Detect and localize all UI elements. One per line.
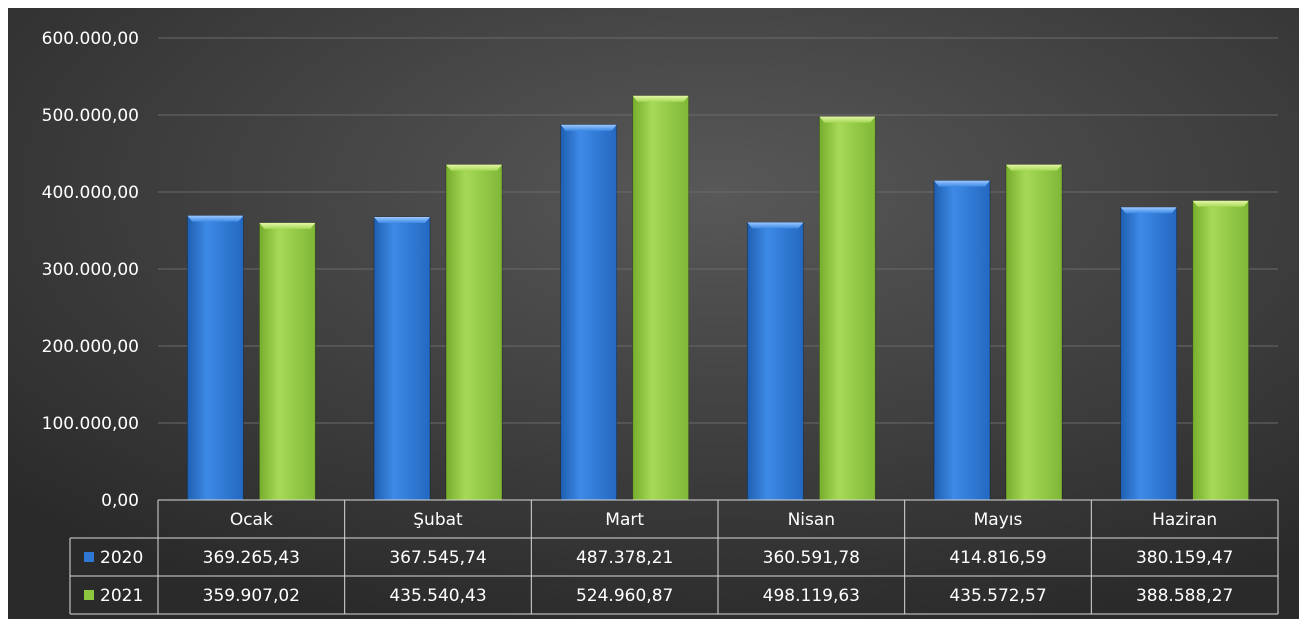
data-table-value: 498.119,63	[763, 586, 860, 606]
y-tick-label: 300.000,00	[42, 260, 139, 280]
data-table-value: 388.588,27	[1136, 586, 1233, 606]
bar-2020-Mayıs	[933, 180, 991, 501]
data-table-value: 367.545,74	[389, 548, 486, 568]
data-table-value: 359.907,02	[203, 586, 300, 606]
bar-2020-Mart	[560, 124, 618, 501]
y-tick-label: 500.000,00	[42, 106, 139, 126]
legend-key-2020	[84, 552, 94, 562]
category-label: Mayıs	[974, 510, 1023, 530]
bar-2021-Haziran	[1192, 200, 1250, 501]
bar-2021-Şubat	[445, 164, 503, 501]
data-table: Ocak Şubat Mart Nisan Mayıs Haziran 2020 369.26…	[69, 499, 1279, 615]
data-table-value: 487.378,21	[576, 548, 673, 568]
legend-key-2021	[84, 590, 94, 600]
data-table-value: 524.960,87	[576, 586, 673, 606]
bar-2021-Mart	[632, 95, 690, 501]
y-tick-label: 400.000,00	[42, 183, 139, 203]
category-label: Nisan	[788, 510, 836, 530]
bar-2021-Ocak	[258, 222, 316, 501]
data-table-value: 414.816,59	[949, 548, 1046, 568]
gridlines	[158, 37, 1278, 424]
category-label: Mart	[605, 510, 644, 530]
bar-2020-Şubat	[373, 216, 431, 501]
category-label: Ocak	[230, 510, 273, 530]
category-label: Şubat	[413, 510, 463, 530]
legend-label: 2021	[100, 586, 143, 606]
category-label: Haziran	[1152, 510, 1217, 530]
data-table-value: 369.265,43	[203, 548, 300, 568]
bar-2020-Ocak	[186, 215, 244, 501]
data-table-value: 435.572,57	[949, 586, 1046, 606]
bar-2020-Haziran	[1120, 206, 1178, 501]
bar-2020-Nisan	[746, 221, 804, 501]
data-table-value: 380.159,47	[1136, 548, 1233, 568]
y-tick-label: 0,00	[101, 491, 139, 511]
y-tick-label: 600.000,00	[42, 29, 139, 49]
legend-label: 2020	[100, 548, 143, 568]
data-table-value: 360.591,78	[763, 548, 860, 568]
bars	[186, 95, 1250, 501]
bar-2021-Nisan	[818, 116, 876, 501]
y-tick-label: 200.000,00	[42, 337, 139, 357]
data-table-value: 435.540,43	[389, 586, 486, 606]
bar-2021-Mayıs	[1005, 164, 1063, 501]
y-axis-tick-labels: 0,00 100.000,00 200.000,00 300.000,00 400.00…	[42, 29, 139, 511]
y-tick-label: 100.000,00	[42, 414, 139, 434]
